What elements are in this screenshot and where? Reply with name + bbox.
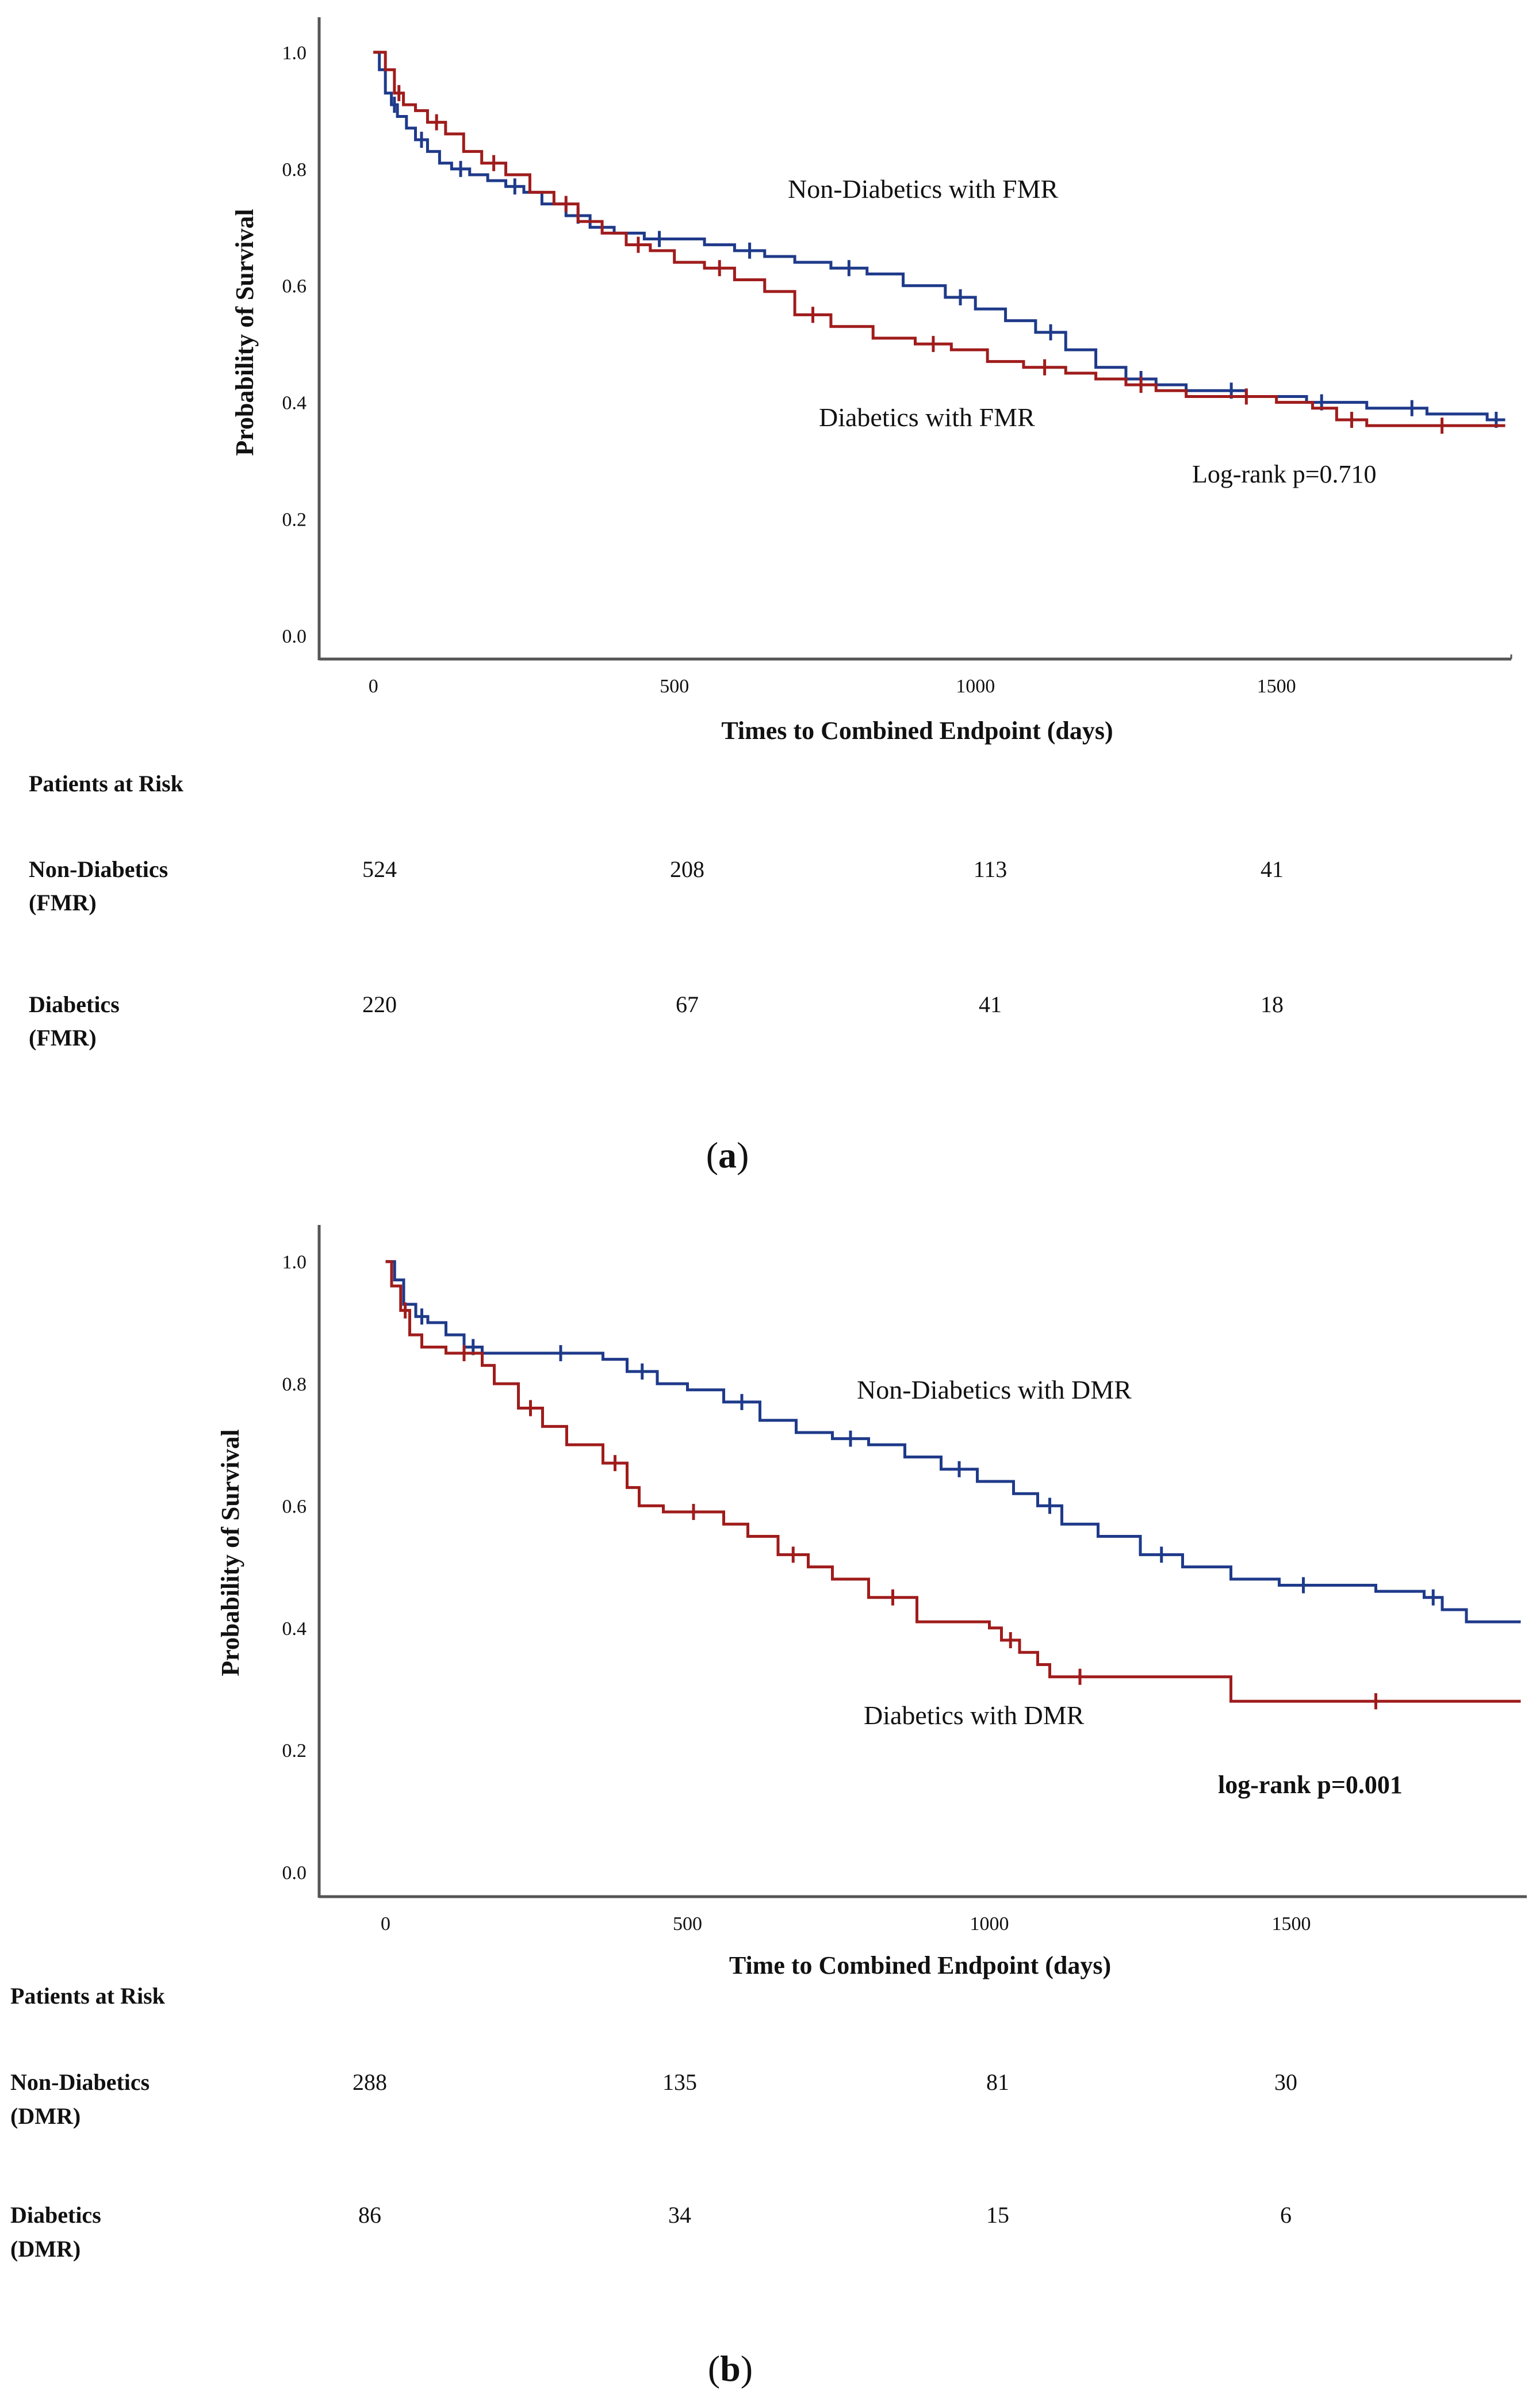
panel-b-y-ticks: 0.0 0.2 0.4 0.6 0.8 1.0 <box>282 1252 307 1884</box>
panel-b-risk-row-1-count: 81 <box>986 2069 1009 2095</box>
x-tick-label: 500 <box>673 1913 702 1935</box>
panel-a-y-ticks: 0.0 0.2 0.4 0.6 0.8 1.0 <box>282 43 307 648</box>
y-tick-label: 0.6 <box>282 276 307 297</box>
series-line-diabetics-with-dmr <box>385 1260 1521 1703</box>
panel-b-risk-row-1-count: 30 <box>1274 2069 1297 2095</box>
panel-b-risk-row-1-count: 135 <box>662 2069 697 2095</box>
panel-b-risk-row-2-sublabel: (DMR) <box>10 2236 81 2262</box>
x-tick-label: 1500 <box>1257 676 1296 697</box>
y-tick-label: 0.4 <box>282 1618 307 1640</box>
panel-a-pvalue: Log-rank p=0.710 <box>1192 460 1377 488</box>
panel-a-risk-row-1-label: Non-Diabetics <box>29 856 168 882</box>
panel-a-risk-row-1-count: 524 <box>362 856 397 882</box>
x-tick-label: 500 <box>660 676 689 697</box>
panel-b-risk-title: Patients at Risk <box>10 1983 166 2009</box>
y-tick-label: 0.2 <box>282 510 307 531</box>
y-tick-label: 1.0 <box>282 1252 307 1273</box>
panel-b-risk-row-2-count: 86 <box>358 2202 381 2228</box>
panel-b-risk-row-2-count: 6 <box>1280 2202 1292 2228</box>
panel-b-x-axis-label: Time to Combined Endpoint (days) <box>729 1951 1111 1979</box>
panel-b-annotation-non-diabetics: Non-Diabetics with DMR <box>857 1375 1132 1404</box>
y-tick-label: 0.0 <box>282 1863 307 1884</box>
y-tick-label: 0.6 <box>282 1496 307 1517</box>
panel-b-risk-row-1-count: 288 <box>353 2069 387 2095</box>
series-line-non-diabetics-with-fmr <box>373 51 1505 422</box>
panel-a-risk-row-2-sublabel: (FMR) <box>29 1025 97 1051</box>
panel-a-risk-row-1-count: 113 <box>974 856 1007 882</box>
panel-a-x-ticks: 0 500 1000 1500 <box>369 676 1296 697</box>
panel-b-x-ticks: 0 500 1000 1500 <box>381 1913 1311 1935</box>
x-tick-label: 1500 <box>1272 1913 1311 1935</box>
panel-b-caption: (b) <box>708 2348 753 2389</box>
panel-a-annotation-diabetics: Diabetics with FMR <box>819 403 1035 432</box>
panel-a-axes <box>317 17 1512 661</box>
panel-b-risk-row-1-label: Non-Diabetics <box>10 2069 150 2095</box>
panel-b-annotation-diabetics: Diabetics with DMR <box>864 1701 1085 1730</box>
panel-b-series <box>385 1260 1521 1710</box>
x-tick-label: 0 <box>381 1913 390 1935</box>
panel-a-risk-row-2-count: 41 <box>979 991 1002 1017</box>
panel-a-risk-table: Patients at Risk Non-Diabetics (FMR) 524… <box>29 771 1284 1051</box>
panel-a-risk-row-2-count: 18 <box>1261 991 1284 1017</box>
panel-a-annotation-non-diabetics: Non-Diabetics with FMR <box>788 174 1059 204</box>
panel-a-risk-row-2-count: 67 <box>676 991 699 1017</box>
series-line-diabetics-with-fmr <box>373 51 1505 427</box>
panel-a-series <box>373 51 1505 434</box>
x-tick-label: 1000 <box>956 676 995 697</box>
y-tick-label: 1.0 <box>282 43 307 64</box>
x-tick-label: 0 <box>369 676 378 697</box>
panel-b-risk-row-2-count: 34 <box>668 2202 691 2228</box>
panel-b-y-axis-label: Probability of Survival <box>216 1429 244 1676</box>
y-tick-label: 0.8 <box>282 1374 307 1395</box>
y-tick-label: 0.4 <box>282 393 307 414</box>
y-tick-label: 0.8 <box>282 159 307 181</box>
panel-a-x-axis-label: Times to Combined Endpoint (days) <box>721 717 1113 745</box>
y-tick-label: 0.2 <box>282 1740 307 1762</box>
panel-a-risk-row-1-sublabel: (FMR) <box>29 890 97 916</box>
panel-a-risk-row-1-count: 41 <box>1261 856 1284 882</box>
panel-a-y-axis-label: Probability of Survival <box>231 209 259 455</box>
panel-b-risk-table: Patients at Risk Non-Diabetics (DMR) 288… <box>10 1983 1297 2262</box>
panel-a: 0.0 0.2 0.4 0.6 0.8 1.0 0 500 1000 1500 Probabil… <box>29 17 1512 1175</box>
panel-a-risk-row-2-label: Diabetics <box>29 991 120 1017</box>
panel-b-pvalue: log-rank p=0.001 <box>1218 1771 1403 1799</box>
panel-b-axes <box>317 1225 1527 1898</box>
panel-a-risk-title: Patients at Risk <box>29 771 184 796</box>
x-tick-label: 1000 <box>970 1913 1009 1935</box>
panel-b: 0.0 0.2 0.4 0.6 0.8 1.0 0 500 1000 1500 Probabil… <box>10 1225 1527 2389</box>
panel-a-risk-row-2-count: 220 <box>362 991 397 1017</box>
panel-b-risk-row-2-count: 15 <box>986 2202 1009 2228</box>
panel-a-caption: (a) <box>706 1135 749 1175</box>
y-tick-label: 0.0 <box>282 626 307 647</box>
panel-a-risk-row-1-count: 208 <box>670 856 704 882</box>
panel-b-risk-row-2-label: Diabetics <box>10 2202 101 2228</box>
series-line-non-diabetics-with-dmr <box>385 1260 1521 1623</box>
panel-b-risk-row-1-sublabel: (DMR) <box>10 2103 81 2129</box>
